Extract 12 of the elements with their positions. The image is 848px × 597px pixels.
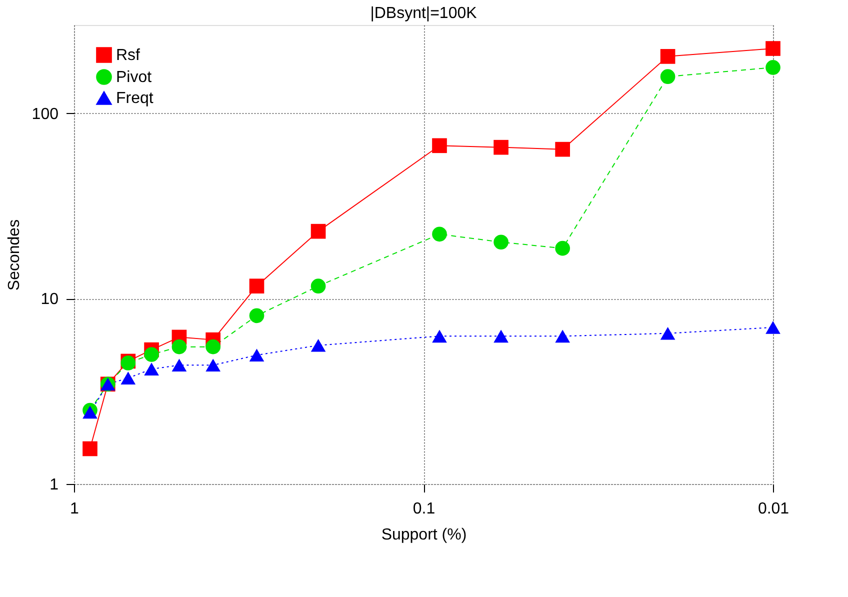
- chart-title: |DBsynt|=100K: [370, 5, 478, 22]
- y-tick-label: 1: [50, 476, 59, 494]
- x-tick-label: 0.01: [758, 500, 790, 518]
- y-axis-title: Secondes: [6, 219, 23, 291]
- y-tick-label: 100: [32, 106, 59, 123]
- x-tick-label: 1: [70, 500, 80, 518]
- legend-label: Freqt: [116, 90, 154, 107]
- legend-label: Rsf: [116, 47, 141, 64]
- y-tick-label: 10: [40, 291, 59, 308]
- legend-label: Pivot: [116, 69, 152, 86]
- x-tick-label: 0.1: [412, 500, 436, 518]
- x-axis-title: Support (%): [381, 526, 467, 544]
